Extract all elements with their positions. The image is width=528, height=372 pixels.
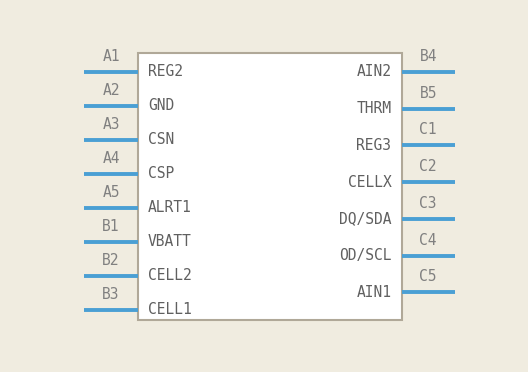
Text: GND: GND — [148, 98, 174, 113]
Text: A5: A5 — [102, 185, 120, 200]
Text: B3: B3 — [102, 286, 120, 302]
Text: C4: C4 — [419, 232, 437, 248]
Text: C3: C3 — [419, 196, 437, 211]
Text: THRM: THRM — [356, 101, 391, 116]
Text: DQ/SDA: DQ/SDA — [339, 211, 391, 227]
Text: REG2: REG2 — [148, 64, 183, 79]
Text: CELLX: CELLX — [347, 174, 391, 190]
Text: C5: C5 — [419, 269, 437, 284]
Text: CELL2: CELL2 — [148, 268, 192, 283]
Text: B5: B5 — [419, 86, 437, 100]
Text: C2: C2 — [419, 159, 437, 174]
Text: B2: B2 — [102, 253, 120, 267]
Text: VBATT: VBATT — [148, 234, 192, 249]
Text: REG3: REG3 — [356, 138, 391, 153]
Text: CELL1: CELL1 — [148, 302, 192, 317]
Text: CSN: CSN — [148, 132, 174, 147]
Text: C1: C1 — [419, 122, 437, 137]
Text: ALRT1: ALRT1 — [148, 200, 192, 215]
Text: A1: A1 — [102, 49, 120, 64]
Text: AIN1: AIN1 — [356, 285, 391, 300]
Text: AIN2: AIN2 — [356, 64, 391, 79]
Text: CSP: CSP — [148, 166, 174, 181]
Text: A3: A3 — [102, 117, 120, 132]
Text: A4: A4 — [102, 151, 120, 166]
Text: OD/SCL: OD/SCL — [339, 248, 391, 263]
Text: B1: B1 — [102, 219, 120, 234]
Text: B4: B4 — [419, 49, 437, 64]
Bar — [138, 53, 402, 320]
Text: A2: A2 — [102, 83, 120, 98]
